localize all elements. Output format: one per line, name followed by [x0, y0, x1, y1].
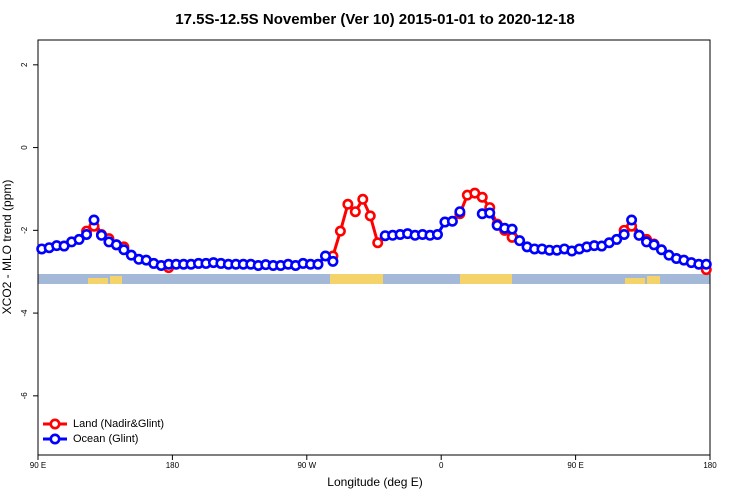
point: [446, 215, 458, 227]
point: [81, 228, 93, 240]
point: [700, 258, 712, 270]
point: [454, 206, 466, 218]
legend-marker: [49, 433, 61, 445]
y-tick-label: -4: [20, 309, 29, 317]
land-patch: [647, 276, 660, 284]
point: [118, 244, 130, 256]
legend-label: Ocean (Glint): [73, 433, 138, 445]
point: [633, 229, 645, 241]
land-patch: [88, 278, 108, 284]
legend-label: Land (Nadir&Glint): [73, 418, 164, 430]
x-tick-label: 90 W: [297, 461, 316, 470]
point: [514, 235, 526, 247]
land-mask: [38, 274, 710, 284]
point: [334, 225, 346, 237]
point: [618, 228, 630, 240]
point: [95, 229, 107, 241]
point: [372, 237, 384, 249]
point: [357, 193, 369, 205]
y-tick-label: -2: [20, 226, 29, 234]
point: [342, 198, 354, 210]
point: [655, 244, 667, 256]
x-axis-label: Longitude (deg E): [327, 475, 422, 489]
legend-marker: [49, 418, 61, 430]
x-tick-label: 0: [439, 461, 444, 470]
point: [349, 206, 361, 218]
point: [88, 214, 100, 226]
land-patch: [460, 274, 512, 284]
y-tick-label: 2: [20, 62, 29, 67]
point: [648, 239, 660, 251]
chart-title: 17.5S-12.5S November (Ver 10) 2015-01-01…: [175, 11, 574, 28]
point: [73, 233, 85, 245]
point: [506, 223, 518, 235]
x-tick-label: 180: [703, 461, 717, 470]
point: [312, 258, 324, 270]
x-tick-label: 180: [166, 461, 180, 470]
point: [110, 239, 122, 251]
point: [319, 250, 331, 262]
x-tick-label: 90 E: [567, 461, 583, 470]
y-tick-label: 0: [20, 145, 29, 150]
land-patch: [330, 274, 383, 284]
point: [476, 191, 488, 203]
point: [327, 255, 339, 267]
point: [364, 210, 376, 222]
land-patch: [625, 278, 645, 284]
point: [626, 214, 638, 226]
point: [611, 233, 623, 245]
y-tick-label: -6: [20, 392, 29, 400]
point: [431, 228, 443, 240]
point: [484, 207, 496, 219]
y-axis-label: XCO2 - MLO trend (ppm): [0, 180, 14, 315]
land-patch: [110, 276, 122, 284]
x-tick-label: 90 E: [30, 461, 46, 470]
